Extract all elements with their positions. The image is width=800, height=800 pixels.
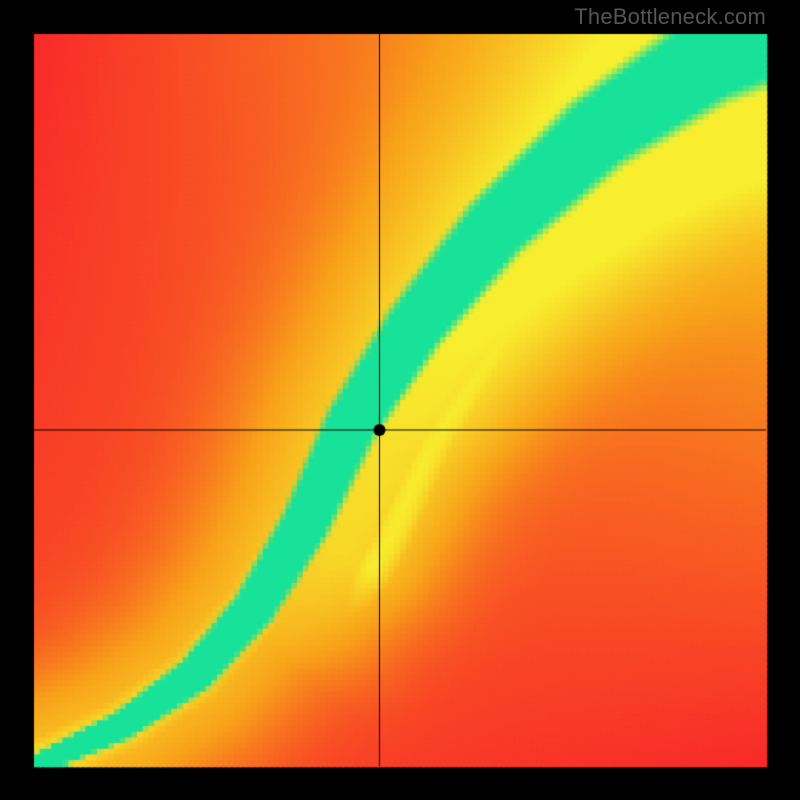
chart-container: TheBottleneck.com — [0, 0, 800, 800]
heatmap-canvas — [0, 0, 800, 800]
watermark-text: TheBottleneck.com — [574, 4, 766, 30]
